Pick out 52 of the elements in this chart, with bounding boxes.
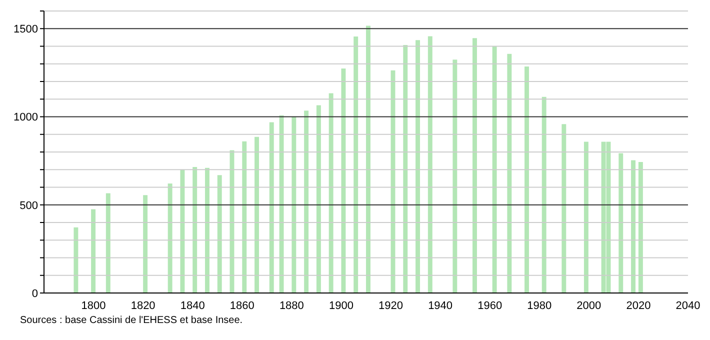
bar — [180, 170, 185, 293]
bar — [472, 38, 477, 293]
bar — [269, 122, 274, 293]
y-tick-label: 500 — [20, 200, 38, 212]
x-tick-label: 2020 — [626, 300, 651, 312]
x-tick-label: 1900 — [328, 300, 354, 312]
bar — [403, 45, 408, 293]
bar — [254, 136, 259, 293]
bar — [292, 116, 296, 293]
bar — [584, 142, 588, 293]
bar — [205, 168, 210, 293]
x-tick-label: 1820 — [130, 300, 156, 312]
y-tick-label: 0 — [32, 288, 38, 300]
x-tick-label: 1940 — [428, 300, 453, 312]
bar — [452, 60, 458, 293]
bar — [524, 66, 529, 293]
bar — [217, 175, 222, 293]
x-tick-label: 1880 — [279, 300, 304, 312]
bar — [91, 209, 96, 293]
bar — [492, 46, 497, 293]
bar — [106, 193, 110, 293]
bar — [618, 153, 624, 293]
y-tick-label: 1000 — [14, 112, 38, 124]
bar — [279, 115, 284, 293]
x-tick-label: 2040 — [676, 300, 700, 312]
bar — [304, 110, 309, 293]
bar — [416, 40, 420, 293]
bar — [631, 160, 636, 293]
bar — [542, 96, 546, 293]
bar — [562, 124, 566, 293]
x-tick-label: 1860 — [230, 300, 254, 312]
x-tick-label: 1980 — [527, 300, 552, 312]
x-tick-label: 2000 — [576, 300, 602, 312]
x-tick-label: 1840 — [180, 300, 205, 312]
y-tick-label: 1500 — [14, 24, 38, 36]
bar — [354, 36, 358, 293]
bar — [316, 105, 321, 293]
bar — [74, 227, 78, 293]
bar — [507, 54, 512, 293]
x-tick-label: 1920 — [378, 300, 404, 312]
bar — [143, 195, 148, 293]
bar — [366, 26, 370, 293]
bar — [242, 141, 247, 293]
source-note: Sources : base Cassini de l'EHESS et base Insee. — [20, 315, 244, 326]
bar — [192, 166, 198, 293]
bar — [638, 162, 643, 293]
bar — [341, 68, 346, 293]
bar — [168, 184, 172, 293]
x-tick-label: 1960 — [478, 300, 502, 312]
x-tick-label: 1800 — [81, 300, 106, 312]
bar — [428, 36, 432, 293]
bar — [328, 93, 334, 293]
